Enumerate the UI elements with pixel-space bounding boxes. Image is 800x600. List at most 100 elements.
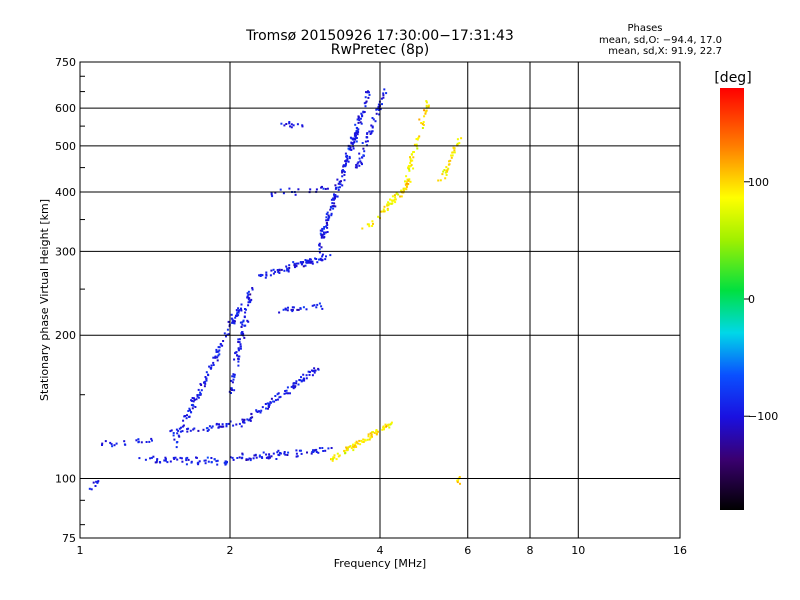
data-point-o [182,424,185,427]
data-point-o [363,150,366,153]
data-point-o [239,343,242,346]
data-point-o [217,350,220,353]
data-point-o [179,430,182,433]
data-point-o [285,392,288,395]
data-point-o [149,457,152,460]
data-point-o [252,457,255,460]
data-point-o [255,409,258,412]
colorbar-ticks: 100 0 −100 [744,176,778,423]
data-point-o [319,232,322,235]
data-point-o [295,262,298,265]
data-point-o [326,211,329,214]
data-point-o [291,306,294,309]
data-point-o [253,454,256,457]
data-point-x [387,201,390,204]
data-point-x [460,137,463,140]
data-point-o [321,255,324,258]
data-point-o [308,260,311,263]
data-point-o [225,460,228,463]
data-point-o [101,444,103,446]
y-tick-label: 500 [55,140,76,153]
data-point-o [240,333,243,336]
data-point-x [358,439,361,442]
data-point-o [240,457,243,460]
data-point-o [283,269,286,272]
data-point-o [190,411,192,414]
data-point-o [195,456,197,459]
data-point-o [312,451,315,453]
data-point-o [104,440,107,443]
data-point-o [315,448,318,451]
data-point-o [354,123,357,126]
data-point-o [286,267,289,270]
data-point-o [336,195,339,198]
data-point-o [262,451,265,454]
data-point-o [291,310,294,313]
data-point-o [270,191,273,194]
data-point-o [339,183,342,186]
data-point-o [214,356,217,359]
data-point-x [453,147,456,150]
data-point-x [368,225,371,228]
x-tick-label: 1 [77,544,84,557]
data-point-x [397,193,400,196]
data-point-o [363,111,366,113]
data-point-x [392,199,395,202]
data-point-o [301,262,304,265]
data-point-o [250,413,253,416]
data-point-o [233,373,236,376]
data-point-o [361,142,364,144]
data-point-o [321,307,324,310]
data-point-o [192,400,195,403]
data-point-o [237,360,240,363]
data-point-x [409,180,412,183]
data-point-o [362,111,365,114]
data-point-o [207,460,210,463]
colorbar-label: [deg] [714,70,751,86]
data-point-o [318,302,321,305]
data-point-o [286,386,289,389]
colorbar [720,88,744,510]
data-point-o [300,380,303,383]
data-point-o [309,261,312,264]
data-point-o [290,308,293,311]
data-point-o [237,364,240,367]
data-point-x [404,180,406,183]
data-point-o [314,257,316,260]
data-point-o [360,122,363,125]
data-point-o [235,309,238,312]
data-point-x [409,156,411,159]
data-point-o [247,419,250,422]
data-point-o [276,398,279,401]
data-point-o [276,269,279,271]
data-point-o [249,301,252,304]
data-point-o [290,123,293,126]
data-point-o [216,359,219,362]
data-point-o [206,430,209,432]
data-point-o [312,449,314,452]
data-point-o [243,418,246,421]
data-point-x [363,438,366,441]
data-point-o [140,441,143,444]
data-point-o [288,267,291,269]
data-point-o [317,451,320,454]
data-point-x [424,112,427,115]
data-point-o [199,393,202,395]
data-point-x [412,156,415,159]
data-point-o [318,447,321,450]
data-point-o [305,308,308,311]
data-point-o [283,452,286,455]
data-point-o [287,392,289,395]
data-point-o [348,157,351,160]
data-point-o [303,379,306,382]
data-point-o [334,187,337,190]
data-point-o [260,274,263,277]
data-point-x [453,151,456,154]
data-point-x [418,135,421,138]
data-point-o [304,259,307,261]
data-point-o [246,296,249,299]
data-point-o [278,269,281,272]
data-point-o [237,310,240,312]
data-point-o [237,355,240,358]
data-point-x [377,215,380,218]
